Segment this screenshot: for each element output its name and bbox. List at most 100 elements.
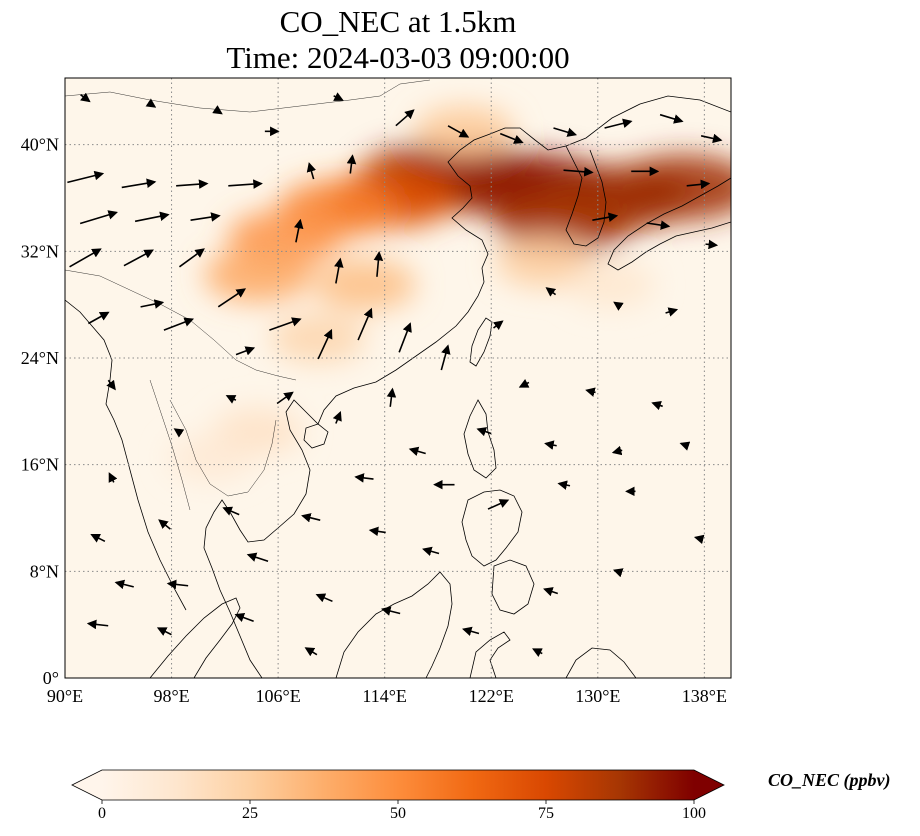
wind-arrow	[476, 427, 492, 437]
wind-arrow	[612, 568, 624, 578]
wind-arrow	[563, 167, 594, 177]
colorbar-max-extension	[694, 770, 724, 800]
wind-arrow	[665, 307, 679, 317]
wind-arrow	[686, 179, 711, 190]
wind-arrow	[357, 307, 373, 341]
coastline-mindanao	[491, 559, 535, 615]
wind-arrow	[190, 212, 221, 222]
wind-arrow	[123, 249, 154, 267]
wind-arrow	[276, 391, 294, 405]
colorbar-min-extension	[72, 770, 102, 800]
title-line-1: CO_NEC at 1.5km	[279, 4, 517, 39]
wind-arrow	[493, 320, 504, 331]
wind-arrow	[90, 533, 106, 543]
wind-arrow	[487, 499, 510, 510]
wind-arrow	[178, 248, 205, 268]
wind-arrow	[422, 546, 440, 556]
wind-arrow	[145, 98, 157, 108]
wind-arrow	[544, 440, 557, 450]
wind-arrow	[613, 301, 624, 311]
wind-arrow	[545, 287, 557, 297]
wind-arrow	[693, 534, 705, 545]
wind-arrow	[332, 411, 342, 424]
map-frame	[64, 77, 732, 679]
wind-arrow	[462, 626, 480, 636]
coastline-borneo	[335, 571, 453, 678]
wind-arrow	[86, 619, 109, 630]
wind-arrow	[659, 113, 684, 124]
wind-arrow	[592, 212, 619, 222]
lat-tick-label: 8°N	[30, 561, 59, 581]
wind-arrow	[108, 472, 118, 483]
lon-tick-label: 90°E	[47, 686, 83, 706]
coastline-new-guinea	[565, 647, 637, 678]
wind-arrow	[134, 211, 170, 223]
wind-arrow	[333, 92, 344, 101]
concentration-patch	[313, 258, 416, 311]
coastline-korea	[565, 145, 607, 247]
lon-tick-label: 130°E	[575, 686, 620, 706]
wind-arrow	[373, 250, 384, 277]
coastline-sumatra	[149, 597, 241, 678]
wind-arrow	[69, 248, 102, 268]
wind-arrow	[447, 125, 470, 138]
wind-arrow	[646, 220, 671, 230]
lat-tick-label: 0°	[43, 668, 59, 688]
concentration-patch	[414, 105, 515, 157]
border-thailand	[149, 379, 191, 511]
concentration-patch	[168, 434, 256, 482]
wind-arrow	[166, 579, 189, 590]
wind-arrow	[532, 648, 543, 658]
wind-arrow	[585, 387, 596, 397]
wind-arrow	[315, 593, 333, 603]
wind-arrow	[217, 288, 247, 308]
concentration-patch	[612, 154, 731, 221]
coastline-hainan	[303, 423, 329, 449]
concentration-patch	[270, 313, 366, 363]
wind-arrow	[440, 344, 451, 371]
lon-tick-label: 106°E	[256, 686, 301, 706]
lon-tick-label: 114°E	[362, 686, 407, 706]
wind-arrow	[228, 179, 263, 189]
wind-arrow	[395, 109, 415, 127]
coastline-luzon	[463, 399, 497, 479]
wind-arrow	[88, 311, 110, 325]
colorbar	[71, 769, 725, 804]
colorbar-tick-label: 25	[242, 805, 258, 822]
coastline-visayas	[461, 489, 523, 567]
border-indochina	[169, 399, 277, 497]
lat-tick-label: 24°N	[21, 348, 59, 368]
concentration-patch	[495, 236, 594, 288]
lon-tick-label: 138°E	[682, 686, 727, 706]
wind-arrow	[557, 480, 571, 490]
wind-vectors	[67, 92, 723, 658]
wind-arrow	[304, 647, 318, 657]
wind-arrow	[317, 328, 333, 360]
wind-arrow	[368, 526, 386, 537]
wind-arrow	[700, 133, 723, 144]
wind-arrow	[225, 395, 237, 404]
wind-arrow	[106, 379, 116, 391]
wind-arrow	[235, 346, 256, 356]
wind-arrow	[173, 428, 185, 438]
colorbar-tick-label: 0	[98, 805, 106, 822]
lat-tick-label: 32°N	[21, 241, 59, 261]
border-china-mongolia	[65, 79, 431, 113]
wind-arrow	[604, 118, 633, 129]
wind-arrow	[354, 473, 374, 483]
concentration-patch	[566, 261, 656, 309]
wind-arrow	[67, 170, 105, 184]
lon-tick-label: 98°E	[153, 686, 189, 706]
wind-arrow	[176, 179, 209, 189]
wind-arrow	[346, 154, 357, 174]
country-borders	[65, 79, 431, 511]
concentration-field	[168, 105, 731, 482]
wind-arrow	[306, 162, 317, 180]
wind-arrow	[163, 317, 195, 331]
colorbar-tick-label: 75	[538, 805, 554, 822]
lat-tick-label: 16°N	[21, 455, 59, 475]
wind-arrow	[79, 210, 118, 225]
axis-ticks: 90°E 98°E 106°E 114°E 122°E 130°E 138°E 0° 8°N 16…	[21, 135, 727, 706]
wind-arrow	[114, 579, 134, 590]
wind-arrow	[499, 132, 524, 144]
